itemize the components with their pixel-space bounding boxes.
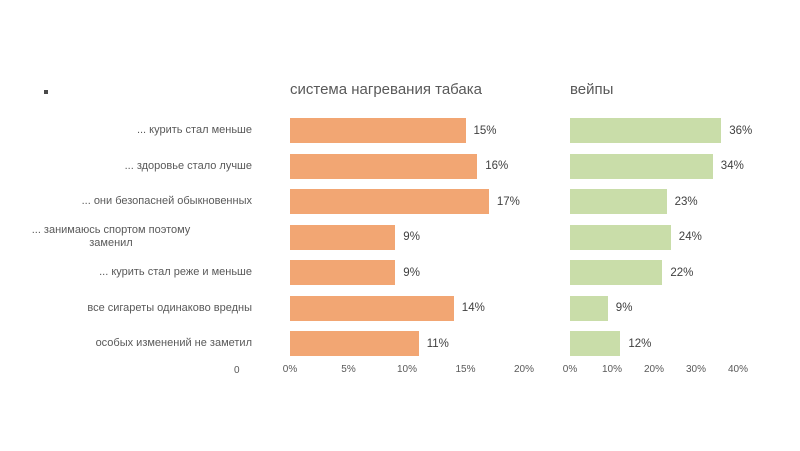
bar-row: 22% — [570, 255, 738, 291]
bar-value-label: 24% — [678, 231, 702, 244]
category-label-row: ... они безопасней обыкновенных — [0, 184, 252, 220]
axis-tick-label: 20% — [643, 363, 665, 375]
bar-row: 24% — [570, 220, 738, 256]
x-axis-vapes: 0% 10% 20% 30% 40% — [563, 363, 748, 378]
bar — [570, 153, 713, 179]
panel-title-heating-system: система нагревания табака — [290, 81, 482, 98]
stray-axis-zero-label: 0 — [234, 365, 240, 376]
bar — [570, 224, 671, 250]
axis-tick-label: 20% — [513, 363, 535, 375]
category-label: ... занимаюсь спортом поэтому заменил — [31, 224, 191, 250]
bar-value-label: 17% — [496, 195, 520, 208]
bar-value-label: 9% — [615, 302, 633, 315]
category-label: ... курить стал меньше — [136, 124, 252, 137]
category-label-row: ... курить стал реже и меньше — [0, 255, 252, 291]
bar — [570, 118, 722, 144]
bar-value-label: 23% — [674, 195, 698, 208]
bar-value-label: 11% — [426, 337, 449, 350]
bar-row: 36% — [570, 113, 752, 149]
bar-row: 12% — [570, 326, 738, 362]
bar-value-label: 15% — [473, 124, 497, 137]
stray-bullet-dot — [44, 90, 48, 94]
bar — [290, 153, 478, 179]
category-labels-column: ... курить стал меньше ... здоровье стало… — [0, 113, 252, 362]
axis-tick-label: 30% — [685, 363, 707, 375]
bar — [570, 331, 621, 357]
bar — [290, 118, 466, 144]
bar-row: 9% — [290, 255, 524, 291]
axis-tick-label: 10% — [601, 363, 623, 375]
bar — [570, 260, 663, 286]
bar-row: 14% — [290, 291, 524, 327]
bar-value-label: 12% — [628, 337, 652, 350]
bar-value-label: 22% — [670, 266, 694, 279]
bar — [290, 224, 396, 250]
bars-group: 15% 16% 17% 9% 9% 14% 11% — [290, 113, 524, 362]
category-label-row: особых изменений не заметил — [0, 326, 252, 362]
bar-value-label: 16% — [485, 160, 509, 173]
bar-row: 15% — [290, 113, 524, 149]
category-label: ... курить стал реже и меньше — [99, 266, 252, 279]
bars-group: 36% 34% 23% 24% 22% 9% 12% — [570, 113, 752, 362]
bar-row: 11% — [290, 326, 524, 362]
bar-row: 34% — [570, 149, 744, 185]
bar — [290, 295, 454, 321]
bar-row: 9% — [570, 291, 738, 327]
x-axis-heating-system: 0% 5% 10% 15% 20% — [283, 363, 534, 378]
bar — [290, 260, 396, 286]
axis-tick-label: 0% — [282, 363, 298, 375]
category-label: особых изменений не заметил — [95, 337, 252, 350]
bar-panel-vapes: 36% 34% 23% 24% 22% 9% 12% 0% 10% 20% 30% 40% — [563, 113, 752, 378]
bar-row: 9% — [290, 220, 524, 256]
bar-row: 17% — [290, 184, 524, 220]
axis-tick-label: 0% — [562, 363, 578, 375]
bar-value-label: 9% — [403, 266, 420, 279]
bar-row: 23% — [570, 184, 738, 220]
bar-value-label: 36% — [729, 124, 753, 137]
bar-row: 16% — [290, 149, 524, 185]
category-label-row: ... курить стал меньше — [0, 113, 252, 149]
axis-tick-label: 10% — [396, 363, 418, 375]
bar — [570, 295, 608, 321]
category-label: все сигареты одинаково вредны — [87, 301, 252, 314]
category-label-row: ... занимаюсь спортом поэтому заменил — [0, 220, 252, 256]
category-label-row: ... здоровье стало лучше — [0, 149, 252, 185]
bar — [290, 189, 489, 215]
axis-tick-label: 40% — [727, 363, 749, 375]
panel-title-vapes: вейпы — [570, 81, 614, 98]
bar — [290, 331, 419, 357]
axis-tick-label: 15% — [455, 363, 476, 375]
category-label-row: все сигареты одинаково вредны — [0, 291, 252, 327]
bar-value-label: 9% — [403, 231, 420, 244]
category-label: ... они безопасней обыкновенных — [81, 195, 252, 208]
bar — [570, 189, 667, 215]
bar-value-label: 14% — [461, 302, 485, 315]
axis-tick-label: 5% — [341, 363, 356, 375]
bar-panel-heating-system: 15% 16% 17% 9% 9% 14% 11% 0% 5% 10% 15% 20% — [283, 113, 534, 378]
bar-value-label: 34% — [720, 160, 744, 173]
category-label: ... здоровье стало лучше — [124, 159, 252, 172]
